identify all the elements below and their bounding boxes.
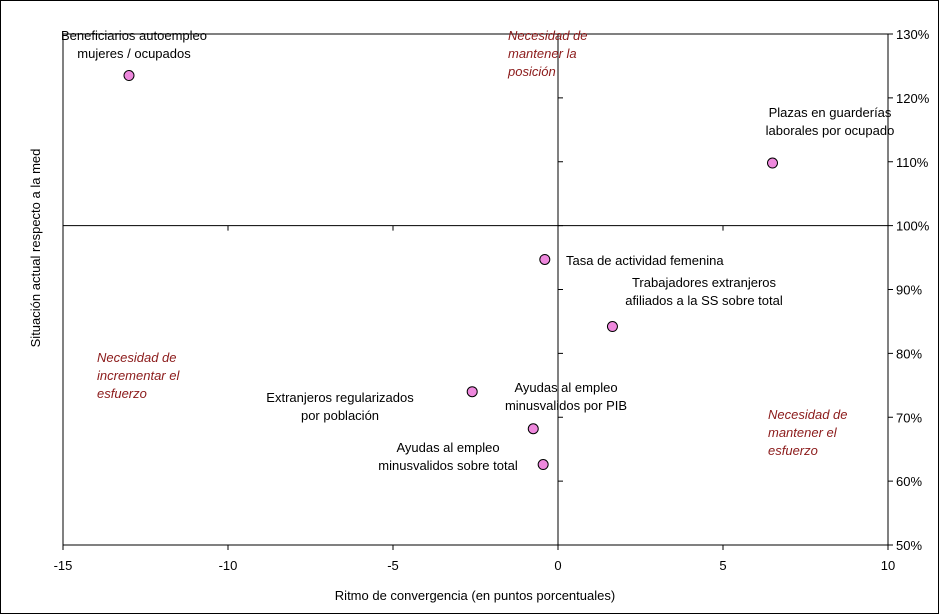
y-tick-label: 50% <box>896 538 922 553</box>
data-point-label: Ayudas al empleo minusvalidos sobre total <box>378 440 518 473</box>
data-point <box>539 253 551 265</box>
plot-area <box>62 33 889 546</box>
x-tick-label: 5 <box>719 558 726 573</box>
quadrant-label-line: Necesidad de <box>768 407 848 422</box>
quadrant-label-line: esfuerzo <box>97 386 147 401</box>
data-point-label: Plazas en guarderías laborales por ocupad… <box>766 105 895 138</box>
data-point-label-line: Ayudas al empleo <box>396 440 499 455</box>
y-tick-label: 110% <box>896 155 929 170</box>
quadrant-label-line: esfuerzo <box>768 443 818 458</box>
data-point-label: Ayudas al empleo minusvalidos por PIB <box>505 380 627 413</box>
data-point <box>537 459 549 471</box>
data-point <box>606 321 618 333</box>
y-tick-label: 90% <box>896 283 922 298</box>
quadrant-label-line: mantener la <box>508 46 577 61</box>
points-layer <box>123 70 778 471</box>
quadrant-label: Necesidad de mantener el esfuerzo <box>768 407 848 458</box>
data-point-label-line: laborales por ocupado <box>766 123 895 138</box>
data-point-label-line: Beneficiarios autoempleo <box>61 28 207 43</box>
data-point-label-line: Plazas en guarderías <box>769 105 892 120</box>
data-point-label-line: por población <box>301 408 379 423</box>
data-point-label-line: minusvalidos por PIB <box>505 398 627 413</box>
quadrant-label-line: mantener el <box>768 425 838 440</box>
data-point-label: Tasa de actividad femenina <box>566 253 724 268</box>
data-point-label-line: minusvalidos sobre total <box>378 458 518 473</box>
quadrant-label-line: posición <box>507 64 556 79</box>
x-tick-label: 10 <box>881 558 895 573</box>
data-point <box>466 386 478 398</box>
x-tick-label: -15 <box>54 558 73 573</box>
y-tick-label: 70% <box>896 410 922 425</box>
data-point-label: Trabajadores extranjeros afiliados a la S… <box>625 275 783 308</box>
data-point-label-line: mujeres / ocupados <box>77 46 191 61</box>
data-point-label-line: Tasa de actividad femenina <box>566 253 724 268</box>
x-axis-title: Ritmo de convergencia (en puntos porcent… <box>335 588 615 603</box>
data-point-label: Extranjeros regularizados por población <box>266 390 414 423</box>
x-tick-label: -5 <box>387 558 399 573</box>
quadrant-labels: Necesidad de mantener la posiciónNecesidad… <box>97 28 848 458</box>
quadrant-label-line: Necesidad de <box>97 350 177 365</box>
data-point-label-line: afiliados a la SS sobre total <box>625 293 783 308</box>
x-tick-label: -10 <box>219 558 238 573</box>
data-point-label-line: Ayudas al empleo <box>514 380 617 395</box>
quadrant-label: Necesidad de incrementar el esfuerzo <box>97 350 180 401</box>
quadrant-label-line: incrementar el <box>97 368 180 383</box>
data-point-label: Beneficiarios autoempleo mujeres / ocupad… <box>61 28 207 61</box>
data-point <box>767 157 778 169</box>
y-axis-title: Situación actual respecto a la med <box>28 149 43 348</box>
data-point <box>123 70 135 82</box>
quadrant-label: Necesidad de mantener la posición <box>507 28 588 79</box>
y-tick-label: 120% <box>896 91 930 106</box>
y-tick-label: 60% <box>896 474 922 489</box>
point-labels: Beneficiarios autoempleo mujeres / ocupad… <box>61 28 894 473</box>
x-tick-label: 0 <box>554 558 561 573</box>
y-tick-label: 130% <box>896 27 930 42</box>
y-tick-label: 100% <box>896 219 930 234</box>
y-tick-label: 80% <box>896 346 922 361</box>
data-point <box>527 423 539 435</box>
data-point-label-line: Trabajadores extranjeros <box>632 275 777 290</box>
data-point-label-line: Extranjeros regularizados <box>266 390 414 405</box>
quadrant-label-line: Necesidad de <box>508 28 588 43</box>
